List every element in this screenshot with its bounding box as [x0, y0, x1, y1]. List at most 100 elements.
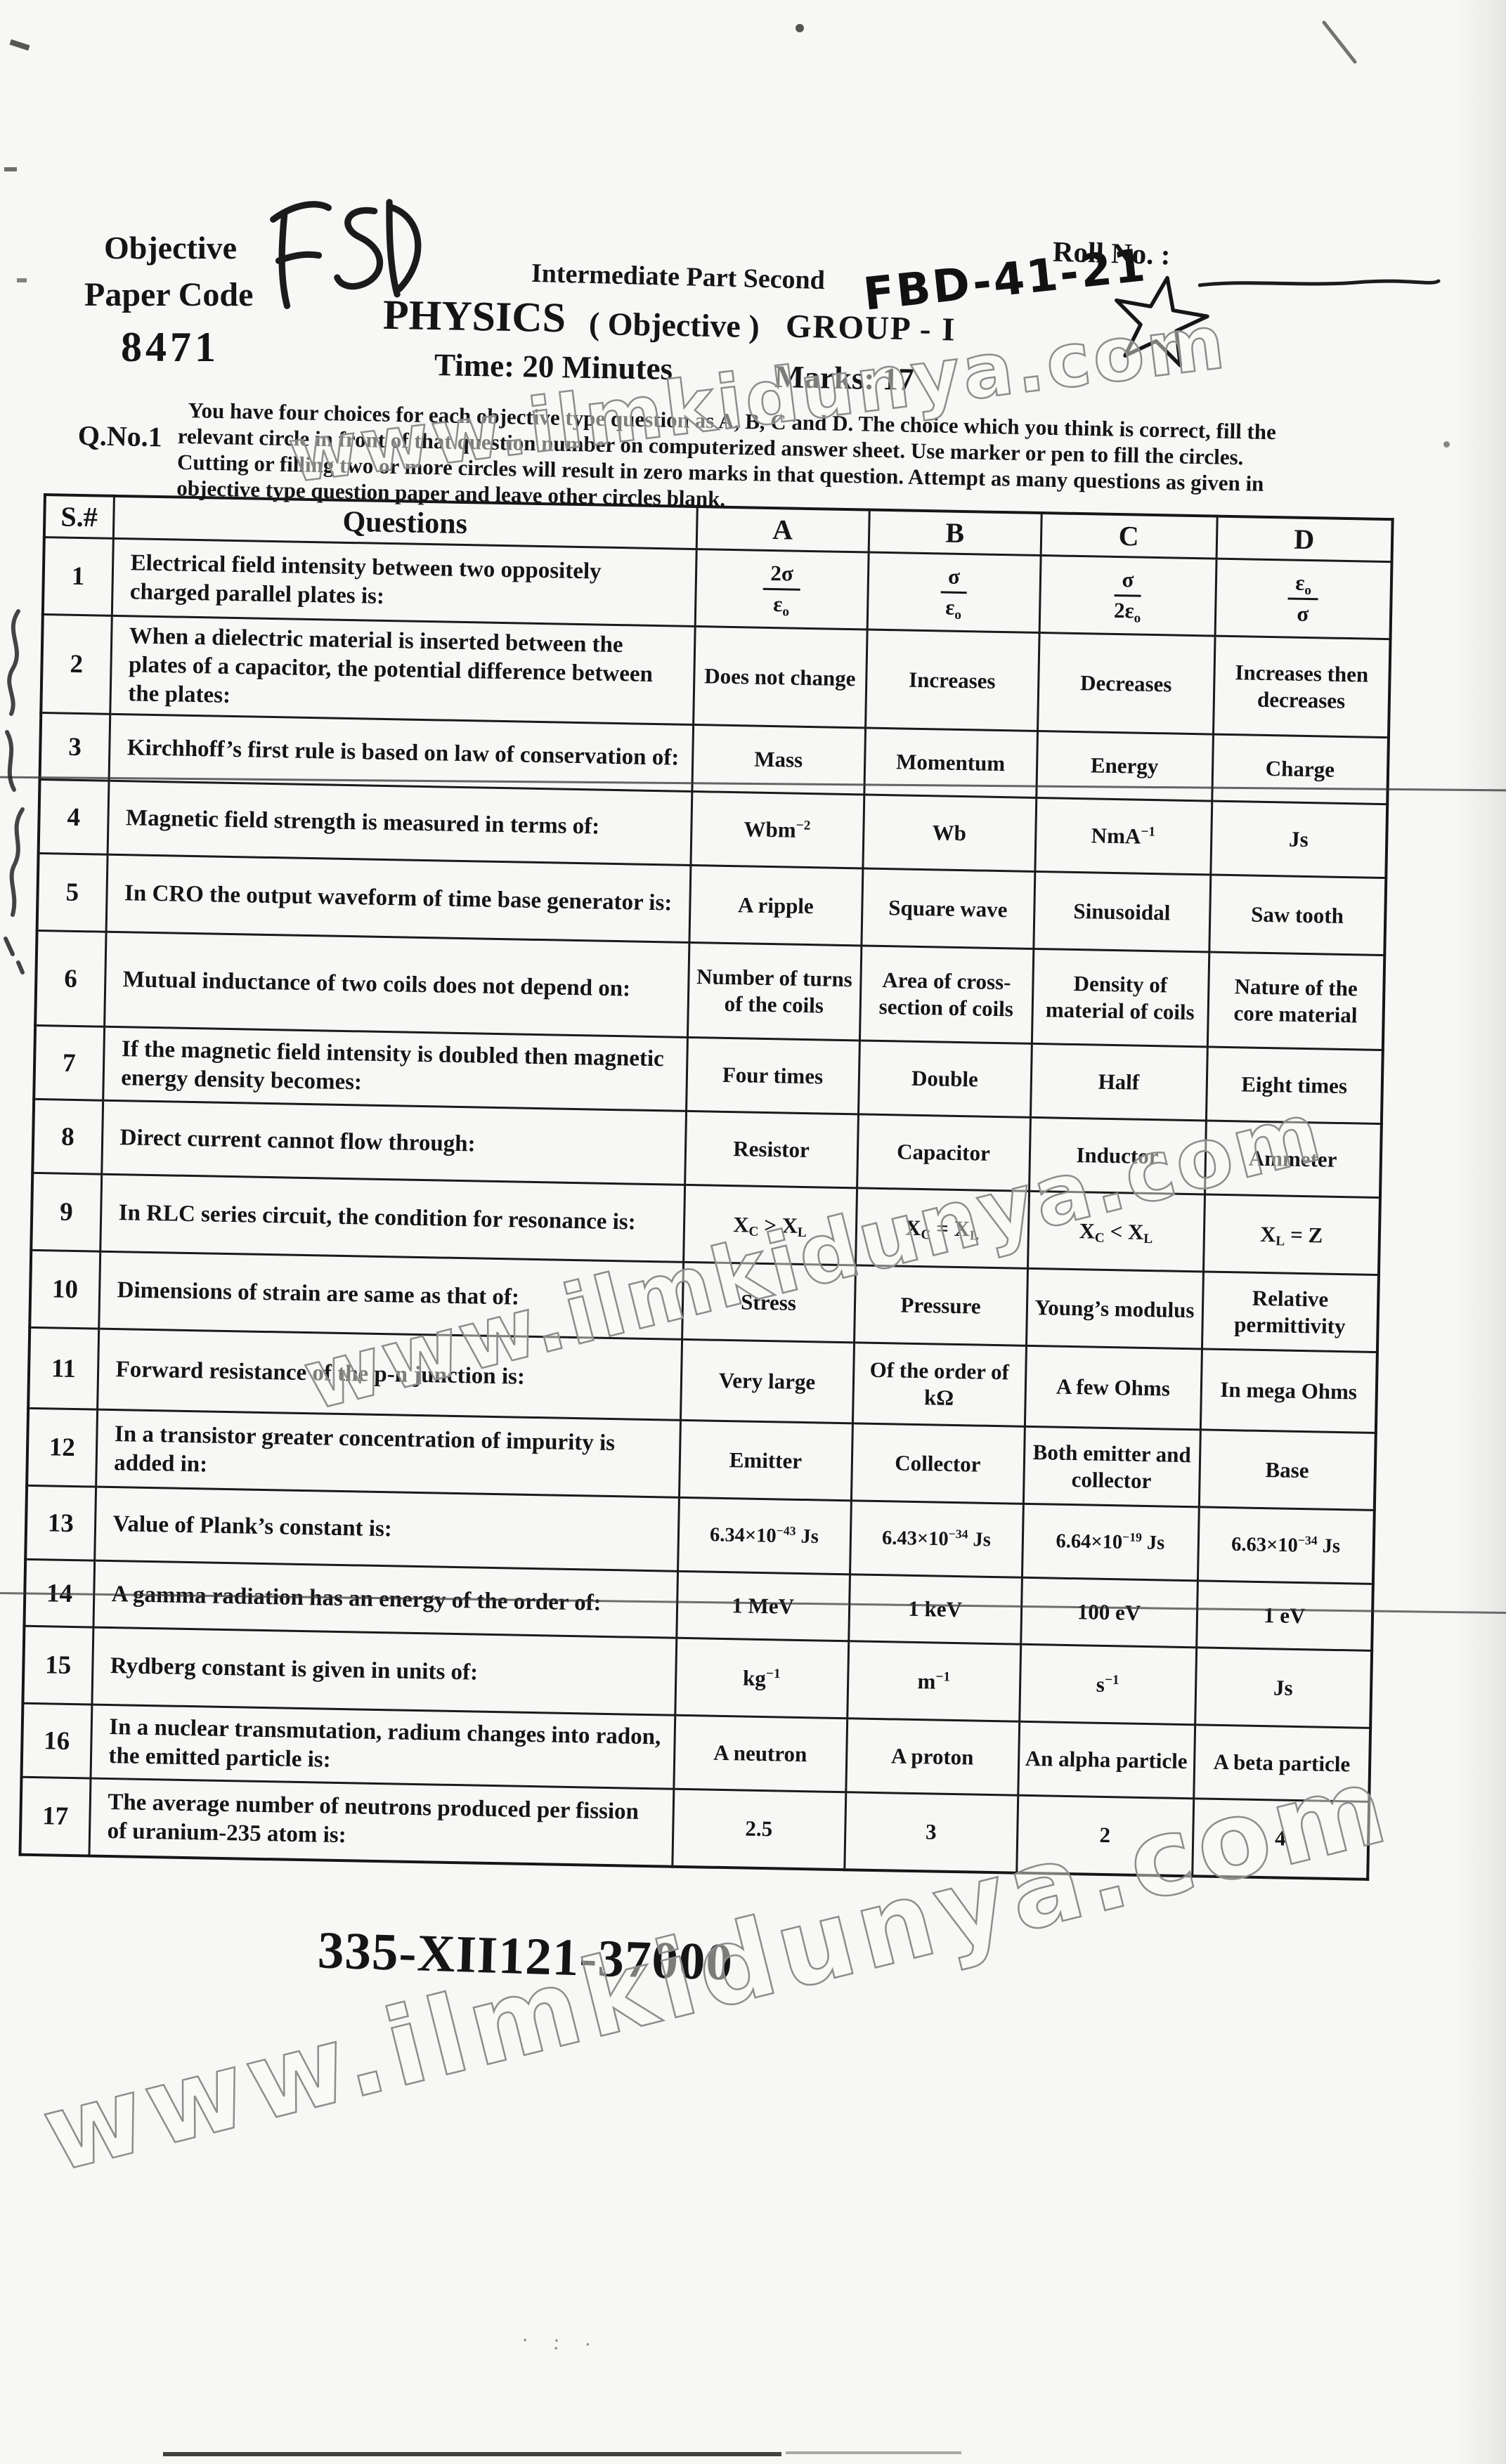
fraction-denominator: 2εo	[1113, 597, 1141, 626]
fraction-numerator: σ	[1114, 568, 1142, 597]
question-one-label: Q.No.1	[77, 419, 163, 453]
question-text: In CRO the output waveform of time base …	[105, 854, 691, 943]
fraction: εo σ	[1287, 571, 1319, 626]
question-text: In RLC series circuit, the condition for…	[100, 1174, 685, 1263]
question-text: In a nuclear transmutation, radium chang…	[90, 1704, 675, 1790]
question-number: 10	[30, 1250, 100, 1329]
option-c: 100 eV	[1020, 1577, 1197, 1648]
option-b: Collector	[850, 1423, 1025, 1504]
question-text: Mutual inductance of two coils does not …	[104, 932, 689, 1038]
option-d: XL = Z	[1202, 1194, 1380, 1275]
question-text: Magnetic field strength is measured in t…	[107, 781, 692, 866]
option-b: 6.43×10−34 Js	[849, 1500, 1023, 1578]
fraction: σ 2εo	[1113, 568, 1142, 626]
question-number: 17	[20, 1777, 91, 1856]
option-d: Nature of the core material	[1207, 951, 1385, 1050]
question-text: When a dielectric material is inserted b…	[110, 615, 695, 725]
option-c: Both emitter and collector	[1023, 1426, 1200, 1507]
option-b: Momentum	[864, 727, 1038, 798]
option-d: εo σ	[1214, 559, 1392, 639]
option-d: Increases then decreases	[1212, 636, 1391, 738]
option-a: Does not change	[693, 626, 867, 728]
option-d: Relative permittivity	[1201, 1271, 1379, 1352]
option-c: σ 2εo	[1039, 555, 1216, 637]
question-number: 16	[21, 1703, 92, 1779]
corner-scratch	[1322, 20, 1357, 64]
option-d: Charge	[1212, 734, 1389, 804]
option-b: Square wave	[861, 868, 1035, 949]
paper-code-label: Paper Code	[84, 276, 254, 313]
option-b: m−1	[847, 1641, 1021, 1722]
option-b: 1 keV	[848, 1574, 1022, 1645]
scan-speck	[9, 39, 30, 51]
question-number: 13	[25, 1485, 96, 1561]
option-c: s−1	[1019, 1644, 1197, 1725]
fraction: 2σ εo	[762, 561, 801, 620]
roll-no-line	[1198, 279, 1441, 287]
option-d: Base	[1198, 1429, 1376, 1511]
option-a: kg−1	[675, 1638, 849, 1719]
option-c: An alpha particle	[1018, 1721, 1195, 1799]
option-a: 1 MeV	[676, 1571, 850, 1641]
option-b: Of the order of kΩ	[852, 1342, 1027, 1427]
scan-speck	[17, 278, 27, 282]
question-text: The average number of neutrons produced …	[89, 1778, 674, 1867]
paper-code-value: 8471	[121, 324, 219, 370]
subject-mode: ( Objective )	[588, 305, 760, 345]
option-a: Very large	[680, 1339, 855, 1423]
option-c: Sinusoidal	[1033, 871, 1211, 952]
scan-speck	[4, 167, 17, 171]
col-option-d: D	[1216, 516, 1393, 562]
option-c: Half	[1030, 1043, 1207, 1121]
fraction-denominator: εo	[945, 594, 962, 622]
question-text: Direct current cannot flow through:	[101, 1100, 687, 1185]
fraction-numerator: εo	[1287, 571, 1319, 601]
option-a: A neutron	[673, 1715, 848, 1792]
option-b: Wb	[862, 794, 1037, 872]
option-c: 6.64×10−19 Js	[1021, 1504, 1199, 1581]
subject-title: PHYSICS	[382, 291, 566, 341]
option-c: A few Ohms	[1024, 1345, 1202, 1430]
scan-edge-artifact	[786, 2451, 961, 2454]
question-text: If the magnetic field intensity is doubl…	[103, 1026, 687, 1112]
option-a: Wbm−2	[690, 791, 864, 868]
option-d: Js	[1195, 1647, 1372, 1728]
paper-type-label: Objective	[104, 230, 238, 266]
option-c: Decreases	[1037, 632, 1215, 735]
question-number: 11	[28, 1327, 99, 1410]
margin-scribble	[4, 609, 25, 974]
option-d: In mega Ohms	[1200, 1348, 1377, 1433]
option-a: A ripple	[689, 865, 863, 946]
col-option-a: A	[696, 507, 869, 553]
col-option-c: C	[1040, 513, 1217, 559]
option-b: Increases	[865, 630, 1039, 731]
scan-edge-artifact	[163, 2452, 781, 2456]
option-b: Area of cross-section of coils	[859, 945, 1034, 1044]
option-b: Double	[857, 1040, 1032, 1118]
option-c: Young’s modulus	[1026, 1268, 1203, 1349]
question-number: 12	[27, 1408, 98, 1487]
option-a: Emitter	[678, 1420, 852, 1501]
option-b: σ εo	[866, 552, 1041, 633]
col-option-b: B	[868, 509, 1041, 556]
option-d: Saw tooth	[1209, 875, 1387, 956]
option-d: 6.63×10−34 Js	[1197, 1506, 1375, 1584]
question-number: 7	[34, 1025, 105, 1101]
option-a: Resistor	[684, 1111, 858, 1188]
question-number: 15	[22, 1626, 93, 1705]
option-c: NmA−1	[1034, 797, 1212, 875]
question-text: Rydberg constant is given in units of:	[91, 1627, 677, 1716]
question-number: 8	[32, 1099, 103, 1175]
scan-speck	[796, 24, 804, 32]
fraction: σ εo	[940, 564, 968, 622]
fraction-denominator: εo	[773, 592, 790, 620]
col-serial: S.#	[44, 495, 114, 539]
star-icon	[1114, 275, 1209, 367]
question-number: 9	[31, 1173, 102, 1252]
question-text: In a transistor greater concentration of…	[96, 1409, 680, 1498]
exam-level: Intermediate Part Second	[531, 258, 826, 296]
option-d: 1 eV	[1196, 1580, 1373, 1651]
option-a: 2.5	[672, 1789, 846, 1870]
roll-no-label: Roll No. :	[1052, 235, 1171, 271]
